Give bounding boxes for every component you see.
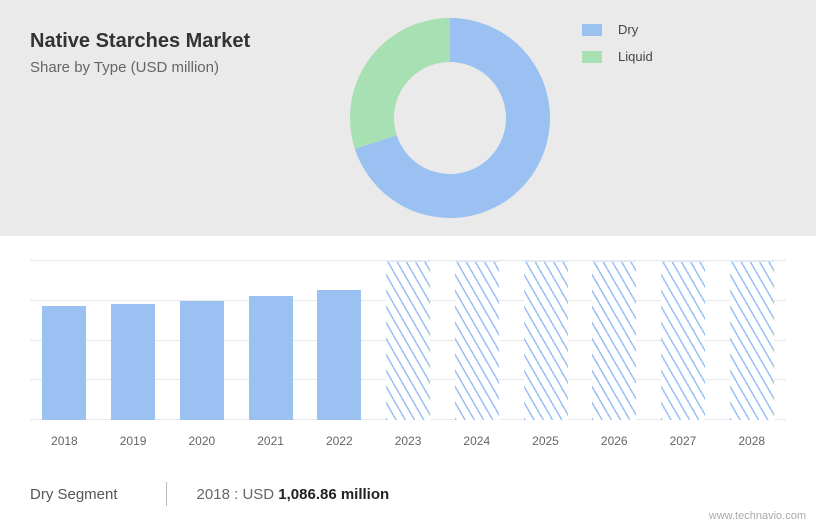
bars-container [30,261,786,420]
title-block: Native Starches Market Share by Type (US… [30,30,250,76]
donut-svg [350,18,550,218]
bar-slot [442,261,511,420]
top-panel: Native Starches Market Share by Type (US… [0,0,816,236]
footer-prefix: USD [242,486,274,503]
bar-slot [167,261,236,420]
x-label: 2024 [442,434,511,448]
footer-divider [166,482,167,506]
bar-2019 [111,304,155,420]
bar-slot [99,261,168,420]
donut-slice-liquid [350,18,450,149]
bar-2027 [661,261,705,420]
bar-2023 [386,261,430,420]
segment-name: Dry Segment [30,486,136,503]
page-title: Native Starches Market [30,30,250,53]
footer-year: 2018 [197,486,230,503]
legend-swatch-liquid [582,51,602,63]
legend-swatch-dry [582,24,602,36]
source-credit: www.technavio.com [709,510,806,522]
x-label: 2018 [30,434,99,448]
bar-slot [374,261,443,420]
x-axis-labels: 2018201920202021202220232024202520262027… [30,434,786,448]
x-label: 2025 [511,434,580,448]
x-label: 2019 [99,434,168,448]
x-label: 2021 [236,434,305,448]
bar-2025 [524,261,568,420]
legend-item-liquid: Liquid [582,49,653,64]
x-label: 2028 [717,434,786,448]
legend: Dry Liquid [582,22,653,76]
x-label: 2020 [167,434,236,448]
bar-2020 [180,301,224,420]
bar-chart: 2018201920202021202220232024202520262027… [30,260,786,460]
bar-slot [236,261,305,420]
bar-slot [30,261,99,420]
footer-value: 2018 : USD 1,086.86 million [197,486,390,503]
bar-2018 [42,306,86,420]
donut-chart [350,18,550,223]
legend-label-dry: Dry [618,22,638,37]
bar-2021 [249,296,293,420]
x-label: 2023 [374,434,443,448]
page-subtitle: Share by Type (USD million) [30,59,250,76]
bar-2024 [455,261,499,420]
bar-slot [649,261,718,420]
bar-2026 [592,261,636,420]
bar-slot [580,261,649,420]
chart-grid [30,260,786,420]
bar-2022 [317,290,361,420]
bar-2028 [730,261,774,420]
x-label: 2022 [305,434,374,448]
footer-row: Dry Segment 2018 : USD 1,086.86 million [30,482,786,506]
bar-slot [511,261,580,420]
bar-slot [717,261,786,420]
x-label: 2027 [649,434,718,448]
bar-slot [305,261,374,420]
legend-label-liquid: Liquid [618,49,653,64]
legend-item-dry: Dry [582,22,653,37]
footer-amount: 1,086.86 million [278,486,389,503]
x-label: 2026 [580,434,649,448]
